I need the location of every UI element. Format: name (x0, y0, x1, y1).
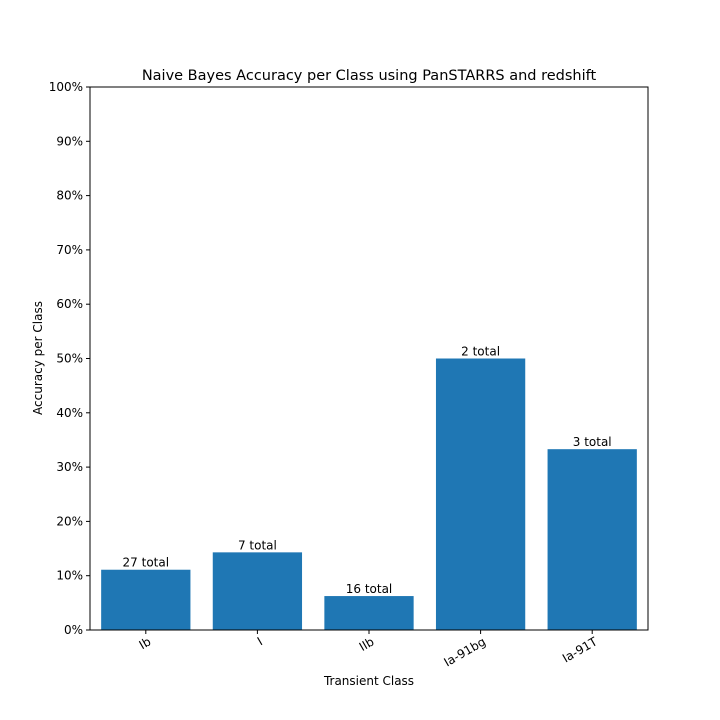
y-tick-label: 20% (56, 514, 83, 528)
bar-iib (324, 596, 414, 630)
x-axis-label: Transient Class (323, 674, 414, 688)
bar-ia-91bg (435, 358, 526, 630)
bar-value-label: 7 total (238, 538, 277, 552)
x-tick-label: Ib (137, 634, 154, 652)
plot-frame (89, 86, 649, 631)
bars-group (101, 358, 637, 630)
y-tick-label: 60% (56, 297, 83, 311)
y-tick-label: 80% (56, 189, 83, 203)
x-tick-label: Ia-91T (560, 634, 600, 665)
chart-title: Naive Bayes Accuracy per Class using Pan… (142, 68, 597, 84)
bar-value-label: 3 total (573, 435, 612, 449)
x-tick-label: IIb (357, 634, 377, 653)
bar-value-label: 16 total (346, 582, 393, 596)
y-tick-label: 70% (56, 243, 83, 257)
y-tick-label: 0% (64, 623, 83, 637)
x-axis: Ib I IIb Ia-91bg Ia-91T (137, 630, 600, 669)
y-axis: 0% 10% 20% 30% 40% 50% 60% 70% 80% 90% 100% (49, 80, 90, 637)
bar-ib (101, 569, 191, 630)
bar-value-label: 2 total (461, 345, 500, 359)
x-tick-label: Ia-91bg (441, 634, 488, 669)
y-tick-label: 90% (56, 134, 83, 148)
y-tick-label: 10% (56, 569, 83, 583)
bar-labels-group: 27 total 7 total 16 total 2 total 3 total (123, 345, 612, 597)
bar-i (212, 552, 303, 630)
y-tick-label: 30% (56, 460, 83, 474)
bar-value-label: 27 total (123, 556, 170, 570)
y-tick-label: 40% (56, 406, 83, 420)
x-tick-label: I (255, 634, 265, 648)
y-axis-label: Accuracy per Class (31, 301, 45, 415)
y-tick-label: 50% (56, 352, 83, 366)
y-tick-label: 100% (49, 80, 83, 94)
bar-ia-91t (547, 449, 637, 630)
